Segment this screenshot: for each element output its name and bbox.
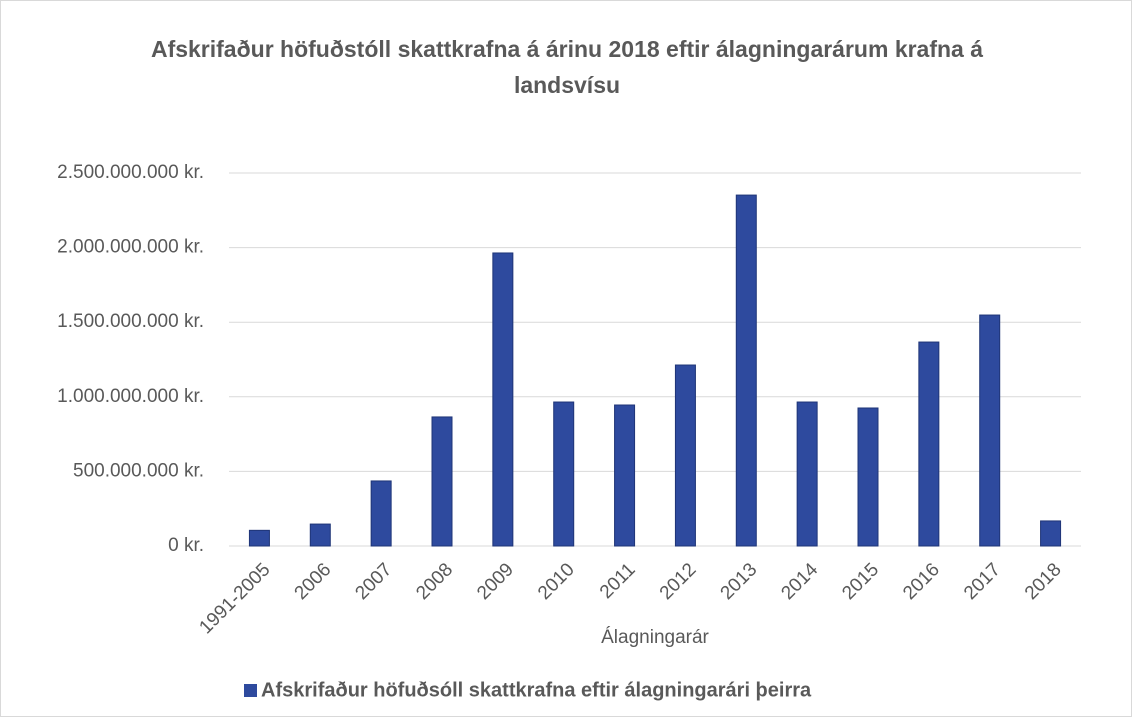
bar (857, 407, 879, 547)
x-tick-label: 2017 (960, 559, 1005, 604)
bar (248, 529, 270, 547)
bar (553, 401, 575, 547)
x-tick-label: 2010 (534, 559, 579, 604)
x-tick-label: 2014 (777, 559, 822, 604)
bar (1040, 520, 1062, 547)
y-tick-label: 1.500.000.000 kr. (57, 311, 204, 332)
legend-label: Afskrifaður höfuðsóll skattkrafna eftir … (261, 679, 812, 701)
x-tick-label: 2015 (838, 559, 883, 604)
x-tick-label: 2011 (596, 559, 640, 603)
bar (735, 194, 757, 547)
bar (309, 523, 331, 547)
bar (979, 314, 1001, 547)
x-axis-title: Álagningarár (601, 627, 709, 648)
y-tick-label: 1.000.000.000 kr. (57, 386, 204, 407)
bar (614, 404, 636, 547)
x-tick-label: 2016 (899, 559, 944, 604)
x-tick-label: 2008 (412, 559, 457, 604)
x-tick-label: 2012 (656, 559, 701, 604)
y-tick-label: 2.000.000.000 kr. (57, 237, 204, 258)
bar (918, 341, 940, 547)
x-tick-label: 2006 (291, 559, 336, 604)
bar (796, 401, 818, 547)
x-tick-label: 2018 (1021, 559, 1066, 604)
bar (370, 480, 392, 547)
y-tick-label: 0 kr. (168, 535, 204, 556)
x-tick-label: 2009 (473, 559, 518, 604)
x-tick-label: 2013 (717, 559, 762, 604)
y-tick-label: 2.500.000.000 kr. (57, 162, 204, 183)
legend-swatch (244, 684, 257, 697)
bar (674, 364, 696, 547)
bar (492, 252, 514, 547)
chart-title: Afskrifaður höfuðstóll skattkrafna á ári… (150, 36, 984, 98)
bar (431, 416, 453, 547)
y-tick-label: 500.000.000 kr. (73, 460, 204, 481)
x-tick-label: 1991-2005 (195, 559, 274, 638)
x-tick-label: 2007 (351, 559, 396, 604)
